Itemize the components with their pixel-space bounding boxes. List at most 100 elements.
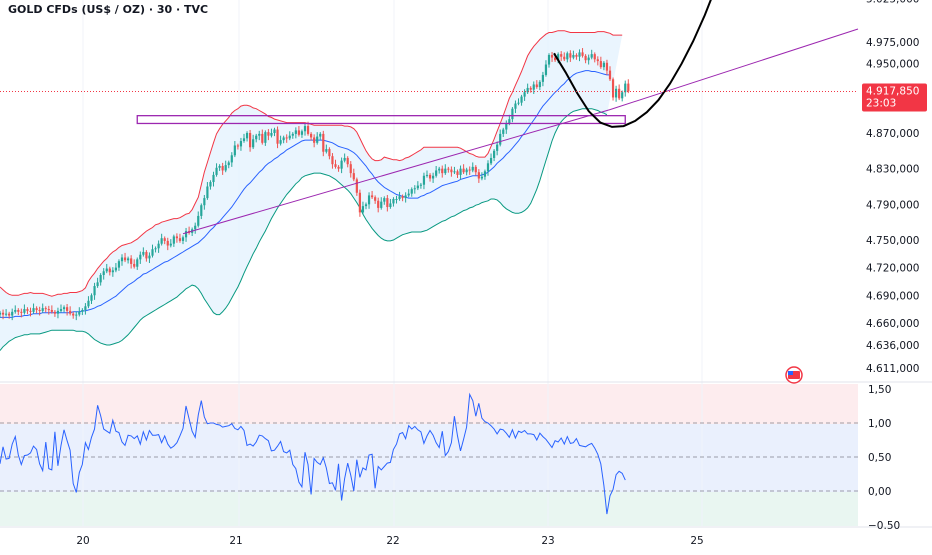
candle-body <box>300 131 304 135</box>
candle <box>273 127 276 137</box>
rsi-axis-tick: −0.50 <box>868 520 900 532</box>
rsi-axis-tick: 0,50 <box>868 452 891 464</box>
candle-body <box>44 308 47 310</box>
candle-body <box>480 176 483 179</box>
candle <box>550 51 554 62</box>
candle-body <box>428 174 432 179</box>
countdown-label: 23:03 <box>866 98 896 110</box>
candle-body <box>361 206 365 213</box>
candle <box>383 196 386 205</box>
candle-body <box>432 175 435 179</box>
candle-body <box>358 192 361 213</box>
candle <box>526 83 529 94</box>
candle <box>203 194 206 210</box>
candle <box>319 132 322 140</box>
candle-body <box>618 88 621 99</box>
candle <box>392 197 395 207</box>
candle-body <box>593 54 596 60</box>
candle <box>81 308 84 316</box>
candle <box>44 306 47 313</box>
price-axis-tick: 4.660,000 <box>866 318 919 330</box>
time-axis-tick: 21 <box>229 535 242 547</box>
bollinger-lower-band <box>0 108 608 351</box>
candle-body <box>69 310 72 314</box>
candle-body <box>139 254 142 260</box>
candle <box>5 309 8 317</box>
candle <box>389 198 392 209</box>
resistance-zone <box>136 115 626 125</box>
candle <box>355 177 358 196</box>
candle <box>313 134 316 148</box>
candle <box>621 90 624 102</box>
candle-body <box>78 311 81 315</box>
candle-body <box>206 186 209 199</box>
candle <box>282 135 285 144</box>
candle <box>102 268 105 280</box>
candle-body <box>169 243 172 246</box>
candle-body <box>383 198 386 202</box>
candle-body <box>575 55 578 57</box>
candle-body <box>14 309 17 312</box>
candle-body <box>154 248 157 250</box>
candle <box>154 246 157 253</box>
candle <box>401 194 404 202</box>
time-axis-tick: 25 <box>690 535 703 547</box>
candle-body <box>563 56 566 60</box>
candle <box>114 263 117 273</box>
candle-body <box>459 168 462 175</box>
candle-body <box>249 133 252 148</box>
candle <box>352 168 355 182</box>
candle <box>53 309 56 317</box>
candle-body <box>17 309 20 312</box>
candle <box>123 252 127 263</box>
candle-body <box>279 140 282 144</box>
candle-body <box>285 137 288 139</box>
candle <box>75 311 78 321</box>
candle-body <box>288 135 291 139</box>
candle <box>395 195 398 204</box>
candle <box>139 251 142 264</box>
candle-body <box>569 53 572 58</box>
candle <box>499 129 502 147</box>
price-axis-tick: 4.750,000 <box>866 235 919 247</box>
candle-body <box>306 126 310 134</box>
candle <box>145 250 148 262</box>
candle-body <box>538 81 541 88</box>
candle-body <box>550 55 554 58</box>
candle <box>468 166 471 175</box>
candle <box>148 252 151 264</box>
candle <box>276 126 279 149</box>
candle <box>334 159 337 169</box>
candle <box>41 303 44 313</box>
candle-body <box>554 57 557 61</box>
price-axis-tick: 4.870,000 <box>866 128 919 140</box>
candle <box>69 306 72 316</box>
candle-body <box>505 123 508 130</box>
candle <box>264 130 267 146</box>
candle <box>337 165 340 172</box>
candle-body <box>136 259 139 267</box>
candle-body <box>166 240 169 246</box>
candle-body <box>261 133 264 143</box>
price-axis-tick: 4.720,000 <box>866 263 919 275</box>
candle <box>133 259 136 269</box>
candle <box>221 162 224 175</box>
candle <box>291 132 294 139</box>
candle-body <box>23 309 26 313</box>
candle-body <box>493 150 496 158</box>
candle <box>108 266 111 276</box>
candle-body <box>377 200 380 208</box>
bollinger-fill <box>0 30 623 351</box>
candle <box>252 134 255 150</box>
candle-body <box>596 59 599 62</box>
price-axis-tick: 4.690,000 <box>866 290 919 302</box>
candle-body <box>148 255 151 259</box>
candle-body <box>230 155 233 163</box>
candle <box>547 53 551 68</box>
rsi-axis-tick: 1,50 <box>868 384 891 396</box>
candle <box>29 307 32 317</box>
candle-body <box>517 102 520 104</box>
candle-body <box>483 171 487 177</box>
candle <box>358 189 361 217</box>
